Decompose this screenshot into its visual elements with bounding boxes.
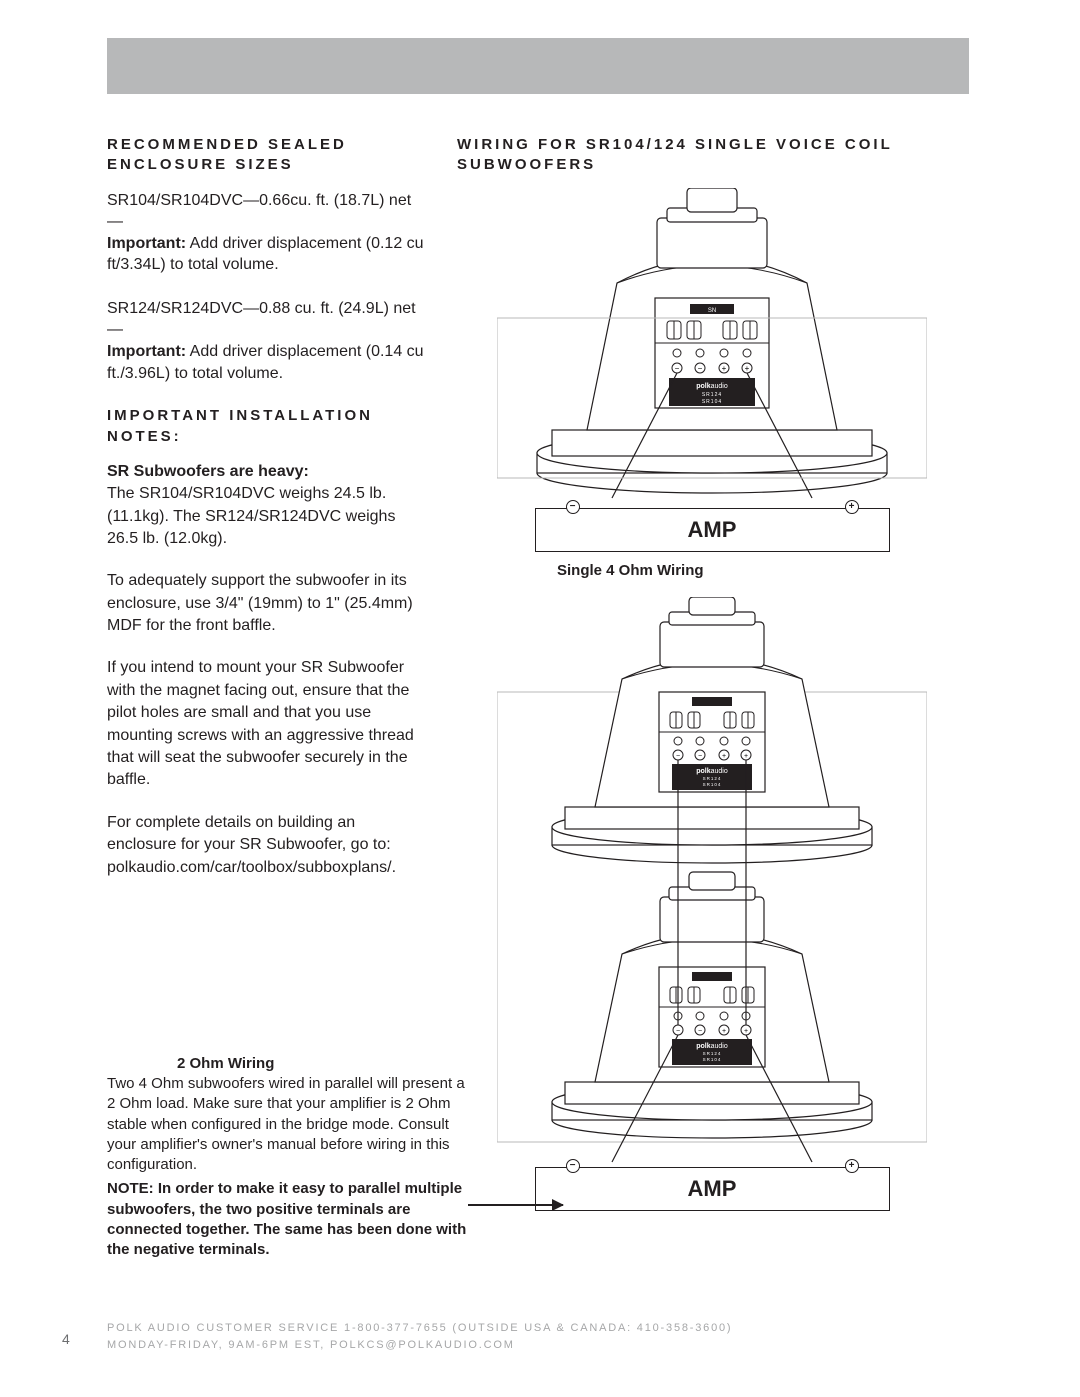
svg-text:−: − xyxy=(675,364,680,373)
note1-bold: SR Subwoofers are heavy: xyxy=(107,463,309,480)
svg-text:SR124: SR124 xyxy=(702,392,722,398)
diagram-2ohm: − − + + polkaudio SR124 SR104 xyxy=(457,597,967,1211)
svg-text:SR104: SR104 xyxy=(703,782,722,787)
sn-label: SN xyxy=(708,308,716,314)
subwoofer-diagram-2: − − + + polkaudio SR124 SR104 xyxy=(497,597,927,1167)
amp-terminal-minus: − xyxy=(566,500,580,514)
diagram-single-4ohm: SN xyxy=(457,188,967,579)
svg-text:−: − xyxy=(676,1028,680,1035)
svg-text:+: + xyxy=(722,1028,726,1035)
svg-text:SR124: SR124 xyxy=(703,776,722,781)
svg-text:−: − xyxy=(698,1028,702,1035)
amp-terminal-plus: + xyxy=(845,500,859,514)
header-bar xyxy=(107,38,969,94)
spec-sr124: SR124/SR124DVC—0.88 cu. ft. (24.9L) net—… xyxy=(107,298,427,384)
enclosure-heading: RECOMMENDED SEALED ENCLOSURE SIZES xyxy=(107,135,427,176)
note-weight: SR Subwoofers are heavy: The SR104/SR104… xyxy=(107,461,427,551)
spec1-line1: SR104/SR104DVC—0.66cu. ft. (18.7L) net— xyxy=(107,192,411,231)
right-column: WIRING FOR SR104/124 SINGLE VOICE COIL S… xyxy=(457,135,967,1217)
note-mdf: To adequately support the subwoofer in i… xyxy=(107,570,427,637)
amp2-terminal-minus: − xyxy=(566,1159,580,1173)
subwoofer-icon: SN xyxy=(497,188,927,498)
spec-sr104: SR104/SR104DVC—0.66cu. ft. (18.7L) net— … xyxy=(107,190,427,276)
subwoofer-b-icon: − − + + polkaudio SR124 SR104 xyxy=(552,872,872,1138)
note-link: For complete details on building an encl… xyxy=(107,812,427,879)
svg-text:+: + xyxy=(722,364,727,373)
subwoofer-a-icon: − − + + polkaudio SR124 SR104 xyxy=(552,597,872,863)
caption-2ohm: 2 Ohm Wiring xyxy=(177,1055,467,1072)
note-magnet: If you intend to mount your SR Subwoofer… xyxy=(107,657,427,791)
svg-text:−: − xyxy=(698,364,703,373)
svg-text:polkaudio: polkaudio xyxy=(696,1043,728,1050)
amp-box-1: − + AMP xyxy=(535,508,890,552)
amp2-terminal-plus: + xyxy=(845,1159,859,1173)
caption-4ohm: Single 4 Ohm Wiring xyxy=(557,562,967,579)
footer: POLK AUDIO CUSTOMER SERVICE 1-800-377-76… xyxy=(107,1320,969,1355)
footer-line2: MONDAY-FRIDAY, 9AM-6PM EST, POLKCS@POLKA… xyxy=(107,1337,969,1355)
svg-text:+: + xyxy=(744,1028,748,1035)
footer-line1: POLK AUDIO CUSTOMER SERVICE 1-800-377-76… xyxy=(107,1320,969,1338)
svg-text:SR124: SR124 xyxy=(703,1051,722,1056)
svg-text:polkaudio: polkaudio xyxy=(696,768,728,775)
spec2-important: Important: xyxy=(107,343,186,360)
svg-text:−: − xyxy=(676,753,680,760)
svg-text:+: + xyxy=(722,753,726,760)
note1-body: The SR104/SR104DVC weighs 24.5 lb. (11.1… xyxy=(107,485,395,547)
subwoofer-diagram-1: SN xyxy=(497,188,927,508)
amp-box-2: − + AMP xyxy=(535,1167,890,1211)
page-number: 4 xyxy=(62,1331,70,1347)
svg-text:SR104: SR104 xyxy=(703,1057,722,1062)
lower-note-bold: NOTE: In order to make it easy to parall… xyxy=(107,1180,466,1258)
wiring-heading: WIRING FOR SR104/124 SINGLE VOICE COIL S… xyxy=(457,135,967,176)
svg-text:+: + xyxy=(745,364,750,373)
lower-body: Two 4 Ohm subwoofers wired in parallel w… xyxy=(107,1074,467,1175)
arrow-to-amp xyxy=(468,1204,563,1206)
spec1-important: Important: xyxy=(107,235,186,252)
lower-left-block: 2 Ohm Wiring Two 4 Ohm subwoofers wired … xyxy=(107,1055,467,1260)
svg-text:−: − xyxy=(698,753,702,760)
svg-text:polkaudio: polkaudio xyxy=(696,383,728,390)
install-notes: SR Subwoofers are heavy: The SR104/SR104… xyxy=(107,461,427,879)
svg-text:SR104: SR104 xyxy=(702,399,722,405)
spec2-line1: SR124/SR124DVC—0.88 cu. ft. (24.9L) net— xyxy=(107,300,416,339)
svg-text:+: + xyxy=(744,753,748,760)
install-heading: IMPORTANT INSTALLATION NOTES: xyxy=(107,406,427,447)
